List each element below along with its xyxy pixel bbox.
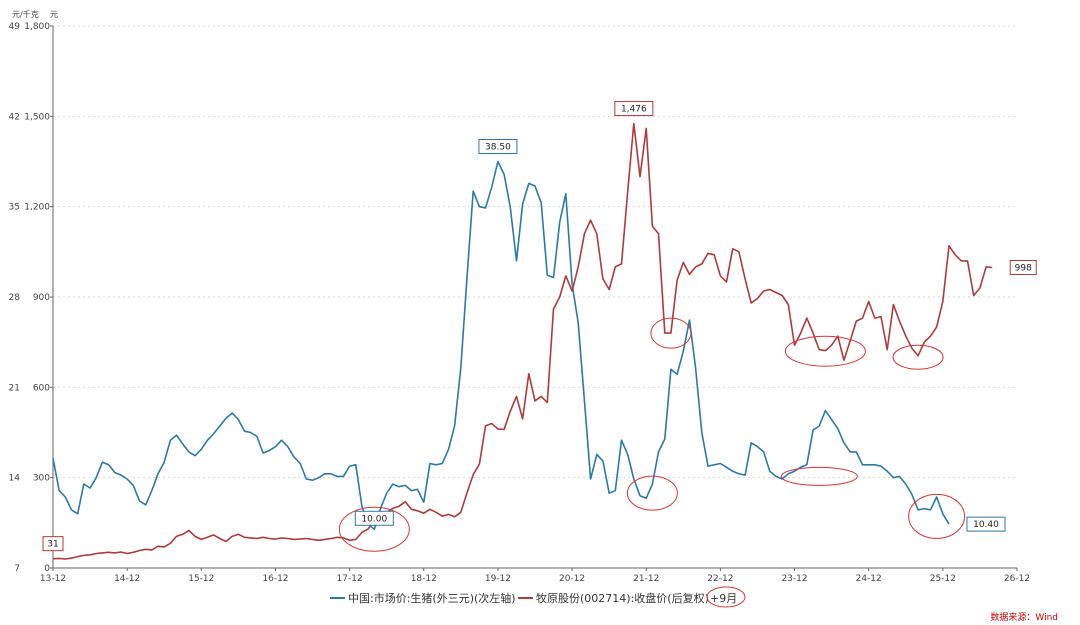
annotation-circle [784,335,866,367]
annotation-circle [908,493,966,539]
x-tick-label: 22-12 [707,574,733,584]
value-callouts: 38.50 10.00 10.40 31 1,476 998 [42,101,1037,552]
legend-annotation: +9月 [710,592,737,605]
y-outer-unit: 元/千克 [12,9,39,19]
callout-box [966,516,1006,532]
callout-label: 1,476 [621,105,647,115]
y-inner-unit: 元 [50,10,58,19]
callout-box [614,101,654,117]
legend-label-muyuan: 牧原股份(002714):收盘价(后复权) [536,591,709,605]
y-inner-tick-label: 0 [44,564,50,574]
x-tick-label: 19-12 [485,574,511,584]
x-tick-label: 16-12 [262,574,288,584]
annotation-circle [650,317,692,349]
callout-box [478,139,518,154]
y-outer-tick-label: 49 [9,22,21,32]
y-outer-tick-label: 7 [14,564,20,574]
x-tick-label: 25-12 [930,574,956,584]
callout-box [1009,259,1037,275]
x-tick-label: 20-12 [559,574,585,584]
annotation-circle [892,344,944,370]
y-outer-tick-label: 42 [9,112,20,122]
annotation-circles [338,317,966,552]
legend: 中国:市场价:生猪(外三元)(次左轴) 牧原股份(002714):收盘价(后复权)… [330,586,746,608]
x-tick-label: 26-12 [1004,574,1030,584]
x-tick-label: 15-12 [188,574,214,584]
y-inner-tick-label: 1,200 [24,203,50,213]
callout-box [354,510,394,526]
y-outer-tick-label: 28 [9,293,21,303]
x-tick-label: 14-12 [114,574,140,584]
y-outer-tick-label: 35 [9,203,20,213]
y-inner-tick-label: 1,800 [24,22,50,32]
callout-label: 10.00 [361,514,387,524]
annotation-circle [626,475,678,511]
y-inner-tick-label: 1,500 [24,112,50,122]
callout-label: 10.40 [973,520,999,530]
y-inner-tick-label: 300 [33,474,50,484]
gridlines [53,25,1017,479]
callout-label: 998 [1015,263,1032,273]
x-tick-label: 24-12 [856,574,882,584]
legend-label-hog: 中国:市场价:生猪(外三元)(次左轴) [348,591,516,605]
series-line-muyuan-price [52,122,993,560]
callout-label: 31 [47,540,58,550]
annotation-circle [338,506,410,552]
y-outer-tick-label: 14 [9,474,21,484]
y-inner-tick-label: 600 [33,383,50,393]
series-lines [52,122,993,560]
x-tick-label: 13-12 [40,574,66,584]
callout-box [42,536,64,552]
data-source: 数据来源：Wind [990,611,1058,623]
x-tick-label: 17-12 [337,574,363,584]
y-outer-tick-label: 21 [9,383,20,393]
axes: 7 0 14 300 21 600 28 900 35 1,200 42 1,500 49 1,800 元/… [9,9,1031,584]
x-tick-label: 23-12 [781,574,807,584]
x-tick-label: 21-12 [633,574,659,584]
series-line-hog-price [52,160,950,531]
annotation-circle [780,466,858,486]
callout-label: 38.50 [485,143,511,153]
x-tick-label: 18-12 [411,574,437,584]
legend-annotation-circle [706,586,746,608]
y-inner-tick-label: 900 [33,293,50,303]
